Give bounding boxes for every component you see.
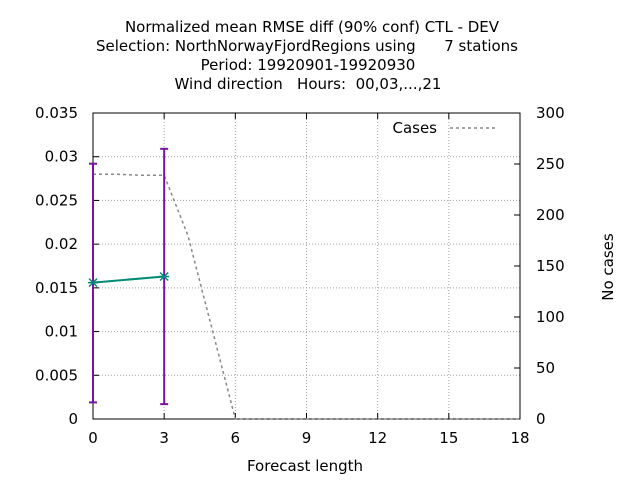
series-layer bbox=[88, 147, 520, 420]
y-tick-label: 0.01 bbox=[45, 323, 78, 341]
y2-tick-label: 250 bbox=[536, 155, 565, 173]
y-tick-label: 0.03 bbox=[45, 148, 78, 166]
title-line-2: Selection: NorthNorwayFjordRegions using… bbox=[96, 37, 518, 55]
x-tick-label: 9 bbox=[302, 429, 312, 447]
y-tick-label: 0.02 bbox=[45, 235, 78, 253]
legend: Cases bbox=[392, 119, 496, 137]
y-tick-label: 0.015 bbox=[35, 279, 78, 297]
x-tick-label: 3 bbox=[159, 429, 169, 447]
title-line-3: Period: 19920901-19920930 bbox=[201, 56, 416, 74]
chart-title: Normalized mean RMSE diff (90% conf) CTL… bbox=[96, 18, 518, 93]
y2-axis-label: No cases bbox=[599, 233, 617, 301]
title-line-4: Wind direction Hours: 00,03,...,21 bbox=[175, 75, 442, 93]
x-tick-label: 15 bbox=[439, 429, 458, 447]
series-line-main bbox=[92, 275, 165, 284]
x-axis-label: Forecast length bbox=[247, 457, 363, 475]
grid bbox=[93, 113, 520, 419]
title-line-1: Normalized mean RMSE diff (90% conf) CTL… bbox=[125, 18, 500, 36]
data-point bbox=[159, 271, 170, 282]
y2-tick-label: 300 bbox=[536, 104, 565, 122]
x-tick-label: 0 bbox=[88, 429, 98, 447]
x-tick-label: 18 bbox=[510, 429, 529, 447]
y2-tick-label: 0 bbox=[536, 410, 546, 428]
axis-ticks: 0 3 6 9 12 15 18 0 0.005 0.01 0.015 0.02 0.025 0.03 0.… bbox=[35, 104, 565, 447]
x-tick-label: 12 bbox=[368, 429, 387, 447]
series-line-cases bbox=[93, 173, 520, 420]
y2-tick-label: 100 bbox=[536, 308, 565, 326]
y-tick-label: 0 bbox=[68, 410, 78, 428]
legend-label-cases: Cases bbox=[392, 119, 437, 137]
y-tick-label: 0.025 bbox=[35, 191, 78, 209]
y-tick-label: 0.035 bbox=[35, 104, 78, 122]
x-tick-label: 6 bbox=[231, 429, 241, 447]
y2-tick-label: 50 bbox=[536, 359, 555, 377]
y2-tick-label: 150 bbox=[536, 257, 565, 275]
y-tick-label: 0.005 bbox=[35, 366, 78, 384]
y2-tick-label: 200 bbox=[536, 206, 565, 224]
data-point bbox=[88, 278, 98, 288]
